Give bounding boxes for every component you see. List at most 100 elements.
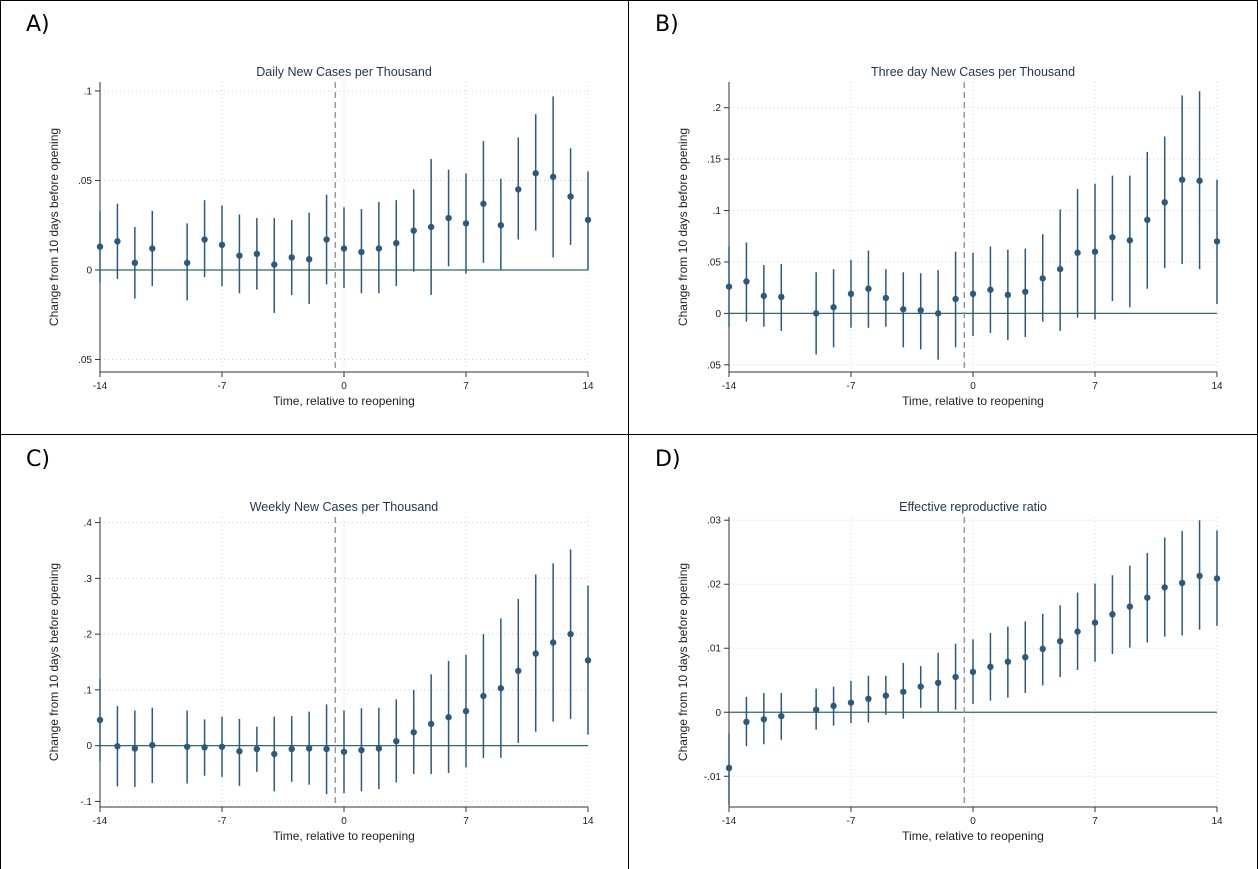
data-point xyxy=(114,743,121,750)
x-tick-label: -14 xyxy=(93,816,108,827)
y-tick-label: -.01 xyxy=(704,772,722,783)
data-point xyxy=(427,223,435,231)
data-point xyxy=(567,630,574,638)
data-point xyxy=(183,259,191,267)
y-axis-label: Change from 10 days before opening xyxy=(47,128,61,326)
x-axis-label: Time, relative to reopening xyxy=(273,394,415,408)
chart-panel-a: .05 0 .05 .1 -14 -7 0 7 14 Daily New Cases per Th… xyxy=(47,65,594,408)
data-point xyxy=(201,744,208,751)
data-point xyxy=(549,639,557,646)
y-tick-label: .1 xyxy=(84,685,93,696)
chart-title: Effective reproductive ratio xyxy=(899,500,1047,514)
chart-panel-d: -.01 0 .01 .02 .03 -14 -7 0 7 14 Effective reprodu… xyxy=(676,500,1223,843)
data-point xyxy=(865,285,872,292)
data-point xyxy=(1074,249,1081,256)
y-tick-label: .05 xyxy=(707,257,721,268)
data-point xyxy=(760,292,768,300)
data-point xyxy=(149,245,156,252)
data-point xyxy=(900,688,907,695)
y-tick-label: 0 xyxy=(86,741,92,752)
panel-label: B) xyxy=(655,12,679,37)
data-point xyxy=(532,650,539,657)
data-point xyxy=(725,764,733,772)
data-point xyxy=(847,290,855,298)
data-point xyxy=(340,245,348,252)
chart-title: Weekly New Cases per Thousand xyxy=(250,500,439,514)
data-point xyxy=(812,706,820,713)
data-point xyxy=(743,278,750,285)
y-tick-label: .05 xyxy=(78,176,92,187)
data-point xyxy=(480,200,487,207)
y-tick-label: 0 xyxy=(86,265,92,276)
data-point xyxy=(253,250,261,258)
data-point xyxy=(567,193,574,200)
panel-c: C) -.1 0 .1 .2 .3 .4 -14 -7 0 7 14 Weekly New Cases… xyxy=(0,435,628,869)
chart-title: Daily New Cases per Thousand xyxy=(256,65,432,79)
chart-panel-c: -.1 0 .1 .2 .3 .4 -14 -7 0 7 14 Weekly New Cases pe… xyxy=(47,500,594,843)
data-point xyxy=(1144,594,1151,601)
data-point xyxy=(1091,248,1099,255)
data-point xyxy=(1213,238,1221,245)
data-point xyxy=(778,712,785,720)
y-tick-label: .2 xyxy=(84,630,93,641)
data-point xyxy=(1126,237,1134,244)
data-point xyxy=(1126,603,1134,610)
data-point xyxy=(584,657,592,664)
data-point xyxy=(375,245,383,252)
data-point xyxy=(1178,579,1186,587)
x-tick-label: -14 xyxy=(93,381,108,392)
data-point xyxy=(900,306,907,313)
x-tick-label: 14 xyxy=(1211,381,1223,392)
y-tick-label: .02 xyxy=(707,580,721,591)
data-point xyxy=(515,667,522,675)
data-point xyxy=(987,663,994,671)
data-point xyxy=(969,290,977,298)
x-tick-label: 7 xyxy=(1092,381,1098,392)
data-point xyxy=(1004,291,1012,299)
data-point xyxy=(1022,653,1029,661)
y-tick-label: .1 xyxy=(84,86,93,97)
data-point xyxy=(340,748,348,755)
chart-title: Three day New Cases per Thousand xyxy=(871,65,1075,79)
x-tick-label: -14 xyxy=(722,381,737,392)
data-point xyxy=(393,239,400,247)
x-tick-label: 0 xyxy=(341,816,347,827)
data-point xyxy=(149,741,156,749)
data-point xyxy=(1178,176,1186,183)
data-point xyxy=(462,220,470,227)
x-axis-label: Time, relative to reopening xyxy=(273,829,415,843)
chart-panel-b: .05 0 .05 .1 .15 .2 -14 -7 0 7 14 Three day New Cas… xyxy=(676,65,1223,408)
data-point xyxy=(882,692,890,699)
y-tick-label: .05 xyxy=(78,355,92,366)
data-point xyxy=(96,243,104,250)
data-point xyxy=(1109,234,1116,241)
data-point xyxy=(393,737,400,745)
data-point xyxy=(830,702,837,710)
data-point xyxy=(725,283,733,290)
data-point xyxy=(218,241,226,249)
y-tick-label: .03 xyxy=(707,516,721,527)
data-point xyxy=(218,743,226,750)
x-tick-label: -14 xyxy=(722,816,737,827)
data-point xyxy=(1074,628,1081,635)
data-point xyxy=(288,745,295,753)
panel-label: A) xyxy=(26,12,50,37)
data-point xyxy=(882,294,890,302)
x-tick-label: 7 xyxy=(463,816,469,827)
x-tick-label: 7 xyxy=(1092,816,1098,827)
data-point xyxy=(131,259,139,267)
data-point xyxy=(427,720,435,728)
data-point xyxy=(1213,575,1221,582)
x-tick-label: 0 xyxy=(341,381,347,392)
data-point xyxy=(375,745,383,752)
y-axis-label: Change from 10 days before opening xyxy=(47,563,61,761)
data-point xyxy=(410,227,417,234)
data-point xyxy=(1109,611,1116,618)
data-point xyxy=(778,293,785,301)
panel-d: D) -.01 0 .01 .02 .03 -14 -7 0 7 14 Effective repr… xyxy=(629,435,1257,869)
data-point xyxy=(584,216,592,224)
data-point xyxy=(236,748,243,755)
panel-label: D) xyxy=(655,447,681,472)
data-point xyxy=(917,683,924,690)
